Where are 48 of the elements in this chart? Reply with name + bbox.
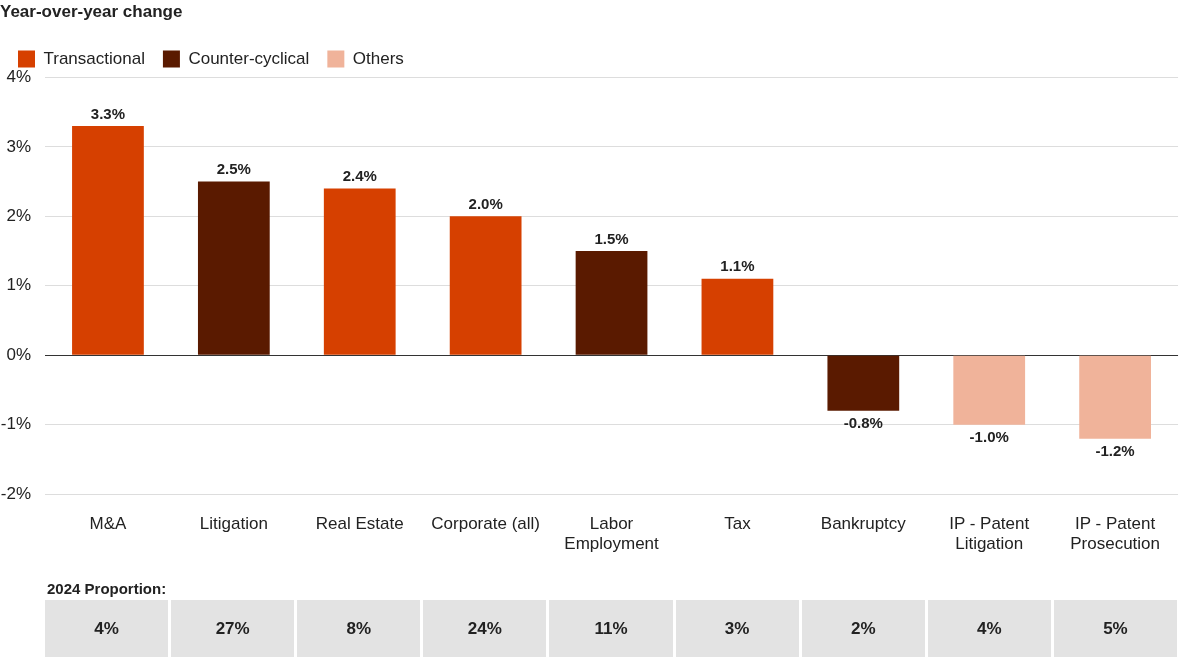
data-label: 2.4% bbox=[342, 167, 377, 185]
data-label: 2.0% bbox=[468, 194, 503, 212]
data-label: 2.5% bbox=[216, 160, 251, 178]
text: 3% bbox=[724, 618, 750, 638]
bar bbox=[323, 188, 396, 355]
bar bbox=[827, 355, 900, 411]
y-tick-label: 2% bbox=[6, 206, 31, 226]
data-label: -1.2% bbox=[1095, 442, 1135, 460]
text: 27% bbox=[215, 618, 250, 638]
text: 2% bbox=[850, 618, 876, 638]
x-tick-label: Litigation bbox=[199, 514, 268, 534]
text: 4% bbox=[94, 618, 119, 638]
y-tick-label: 4% bbox=[6, 67, 31, 87]
data-label: 3.3% bbox=[90, 104, 126, 122]
x-tick-label: IP - Patent Prosecution bbox=[1070, 514, 1160, 554]
x-tick-label: Corporate (all) bbox=[431, 514, 540, 534]
bar bbox=[72, 126, 144, 355]
data-label: -1.0% bbox=[969, 428, 1009, 446]
text: 11% bbox=[594, 618, 628, 638]
data-label: 1.1% bbox=[720, 257, 755, 275]
bar bbox=[449, 216, 522, 355]
bar bbox=[1079, 355, 1151, 439]
bar bbox=[575, 251, 648, 355]
y-tick-label: 1% bbox=[6, 275, 31, 295]
x-tick-label: Labor Employment bbox=[564, 514, 660, 554]
text: 2024 Proportion: bbox=[46, 579, 168, 599]
x-tick-label: IP - Patent Litigation bbox=[949, 514, 1030, 554]
data-label: 1.5% bbox=[594, 229, 629, 247]
text: 8% bbox=[346, 618, 372, 638]
text: 5% bbox=[1103, 618, 1128, 638]
y-tick-label: -2% bbox=[0, 483, 31, 503]
bar bbox=[953, 355, 1026, 425]
legend-label: Transactional bbox=[43, 48, 145, 68]
text: 4% bbox=[977, 618, 1002, 638]
text: 24% bbox=[467, 618, 502, 638]
x-tick-label: Real Estate bbox=[315, 514, 404, 534]
y-tick-label: 3% bbox=[6, 136, 31, 156]
bar bbox=[701, 278, 774, 355]
x-tick-label: M&A bbox=[89, 514, 128, 534]
chart-title: Year-over-year change bbox=[0, 1, 183, 21]
bar bbox=[197, 181, 270, 355]
legend-label: Counter-cyclical bbox=[188, 48, 310, 68]
legend-label: Others bbox=[352, 48, 404, 68]
x-tick-label: Bankruptcy bbox=[820, 514, 907, 534]
y-tick-label: -1% bbox=[0, 414, 31, 434]
data-label: -0.8% bbox=[843, 414, 883, 432]
y-tick-label: 0% bbox=[6, 344, 31, 364]
x-tick-label: Tax bbox=[724, 514, 752, 534]
